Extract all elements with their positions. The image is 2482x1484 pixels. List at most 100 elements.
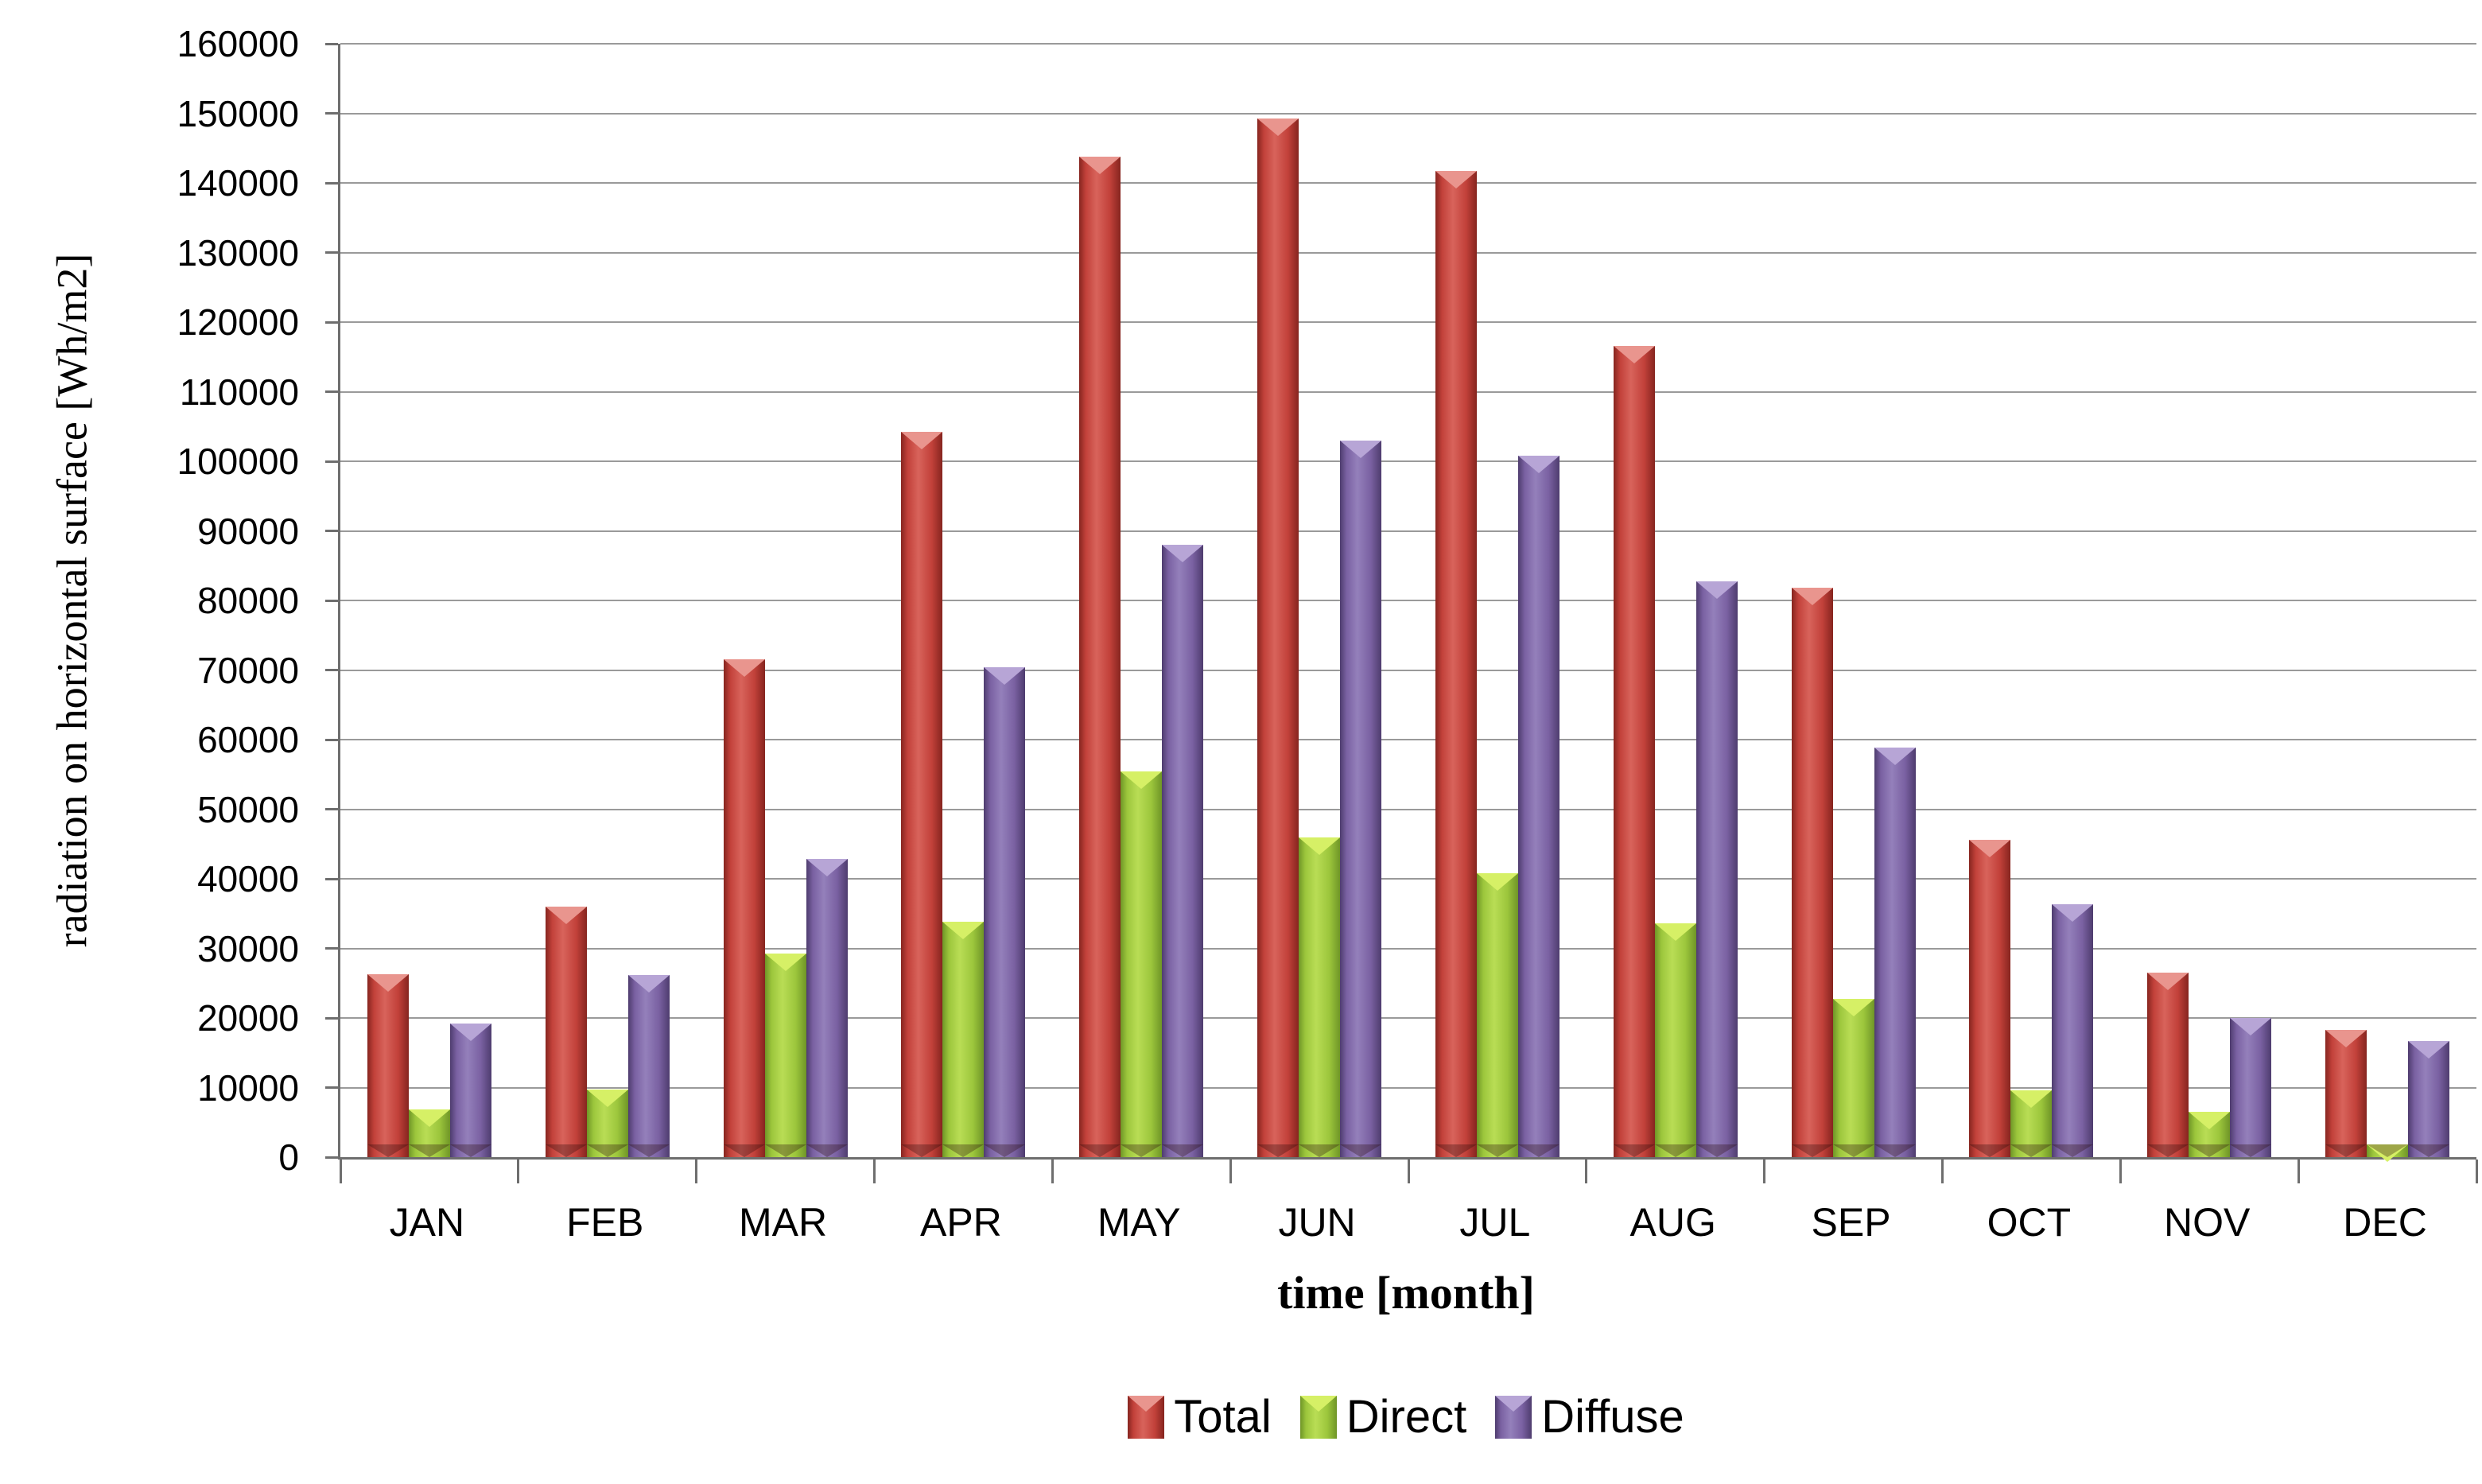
bar-diffuse-apr	[984, 667, 1026, 1157]
bar-direct-aug	[1654, 923, 1696, 1157]
x-tick-label-mar: MAR	[739, 1200, 828, 1245]
bar-group-jun	[1230, 44, 1408, 1158]
bar-total-dec	[2325, 1029, 2367, 1158]
y-tick-mark	[325, 947, 338, 950]
bar-total-jul	[1435, 171, 1477, 1157]
x-axis-tick-labels: JAN FEB MAR APR MAY JUN JUL AUG SEP OCT NOV DEC	[338, 1199, 2474, 1245]
x-tick-mark	[1763, 1160, 1766, 1183]
y-tick-label: 10000	[197, 1066, 299, 1109]
x-tick-mark	[1407, 1160, 1410, 1183]
x-tick-label-sep: SEP	[1811, 1200, 1891, 1245]
legend-swatch-diffuse-icon	[1495, 1395, 1532, 1439]
bar-total-mar	[723, 658, 765, 1157]
x-tick-mark	[873, 1160, 876, 1183]
bar-group-may	[1052, 44, 1230, 1158]
bar-total-jan	[367, 973, 409, 1158]
x-tick-mark	[1229, 1160, 1232, 1183]
bar-direct-sep	[1832, 999, 1874, 1157]
x-tick-label-jun: JUN	[1278, 1200, 1356, 1245]
bar-direct-apr	[942, 922, 985, 1157]
legend-item-total: Total	[1128, 1390, 1272, 1443]
bar-group-aug	[1587, 44, 1765, 1158]
bar-diffuse-dec	[2408, 1040, 2450, 1158]
gridline	[340, 1086, 2476, 1089]
x-tick-label-nov: NOV	[2164, 1200, 2251, 1245]
y-tick-mark	[325, 1156, 338, 1159]
bar-diffuse-nov	[2230, 1018, 2272, 1157]
y-tick-label: 150000	[177, 92, 300, 134]
y-tick-label: 120000	[177, 301, 300, 343]
gridline	[340, 251, 2476, 254]
bar-group-sep	[1765, 44, 1943, 1158]
y-tick-label: 40000	[197, 858, 299, 899]
bar-total-nov	[2147, 973, 2189, 1157]
bar-group-jul	[1408, 44, 1587, 1157]
x-tick-mark	[1585, 1160, 1588, 1183]
x-tick-label-may: MAY	[1097, 1200, 1181, 1245]
y-tick-mark	[325, 877, 338, 880]
y-tick-label: 50000	[197, 788, 299, 830]
bar-group-mar	[697, 44, 875, 1158]
y-tick-mark	[325, 320, 338, 324]
bar-group-apr	[875, 44, 1053, 1157]
x-tick-label-dec: DEC	[2343, 1200, 2427, 1245]
x-tick-label-apr: APR	[919, 1200, 1002, 1245]
gridline	[340, 947, 2476, 950]
bar-direct-mar	[764, 953, 806, 1158]
y-tick-label: 90000	[197, 510, 299, 552]
bar-group-feb	[519, 44, 697, 1158]
x-tick-mark	[2475, 1160, 2478, 1183]
bar-total-sep	[1791, 588, 1833, 1157]
x-tick-mark	[695, 1160, 698, 1183]
bar-diffuse-jun	[1340, 440, 1382, 1158]
legend-item-diffuse: Diffuse	[1495, 1390, 1684, 1443]
gridline	[340, 460, 2476, 462]
bar-direct-jun	[1299, 837, 1341, 1157]
x-tick-mark	[2119, 1160, 2122, 1183]
y-tick-label: 100000	[177, 441, 300, 482]
x-tick-label-jan: JAN	[389, 1200, 465, 1245]
x-tick-label-oct: OCT	[1987, 1200, 2072, 1245]
gridline	[340, 390, 2476, 393]
bar-direct-jan	[408, 1109, 450, 1158]
legend-label-diffuse: Diffuse	[1541, 1391, 1684, 1443]
y-tick-label: 60000	[197, 719, 299, 760]
y-tick-mark	[325, 181, 338, 185]
bar-total-apr	[901, 432, 943, 1157]
y-axis-tick-labels: 0 10000 20000 30000 40000 50000 60000 70000 8000…	[0, 23, 312, 1178]
bar-total-feb	[545, 907, 587, 1157]
bar-direct-oct	[2010, 1090, 2053, 1157]
bar-total-oct	[1969, 840, 2011, 1157]
y-tick-label: 20000	[197, 997, 299, 1039]
legend-swatch-direct-icon	[1299, 1395, 1337, 1439]
x-tick-label-aug: AUG	[1629, 1200, 1716, 1245]
gridline	[340, 739, 2476, 740]
bar-group-nov	[2120, 44, 2298, 1157]
bar-direct-dec	[2367, 1144, 2409, 1162]
x-tick-mark	[1941, 1160, 1944, 1183]
gridline	[340, 808, 2476, 810]
x-tick-label-jul: JUL	[1459, 1200, 1531, 1245]
bar-direct-jul	[1476, 873, 1518, 1157]
y-tick-label: 30000	[197, 927, 299, 969]
gridline	[340, 530, 2476, 532]
bar-diffuse-aug	[1695, 581, 1738, 1157]
legend-swatch-total-icon	[1128, 1395, 1165, 1439]
y-tick-mark	[325, 460, 338, 463]
gridline	[340, 878, 2476, 880]
bar-total-aug	[1613, 345, 1655, 1158]
bar-diffuse-feb	[627, 974, 670, 1158]
bar-direct-nov	[2189, 1112, 2231, 1157]
y-tick-mark	[325, 112, 338, 115]
y-tick-label: 160000	[177, 23, 300, 64]
x-tick-mark	[2297, 1160, 2300, 1183]
gridline	[340, 1017, 2476, 1019]
bar-direct-feb	[586, 1090, 628, 1157]
gridline	[340, 669, 2476, 671]
gridline	[340, 112, 2476, 115]
legend-item-direct: Direct	[1299, 1390, 1466, 1443]
y-tick-label: 140000	[177, 162, 300, 204]
bar-diffuse-oct	[2052, 904, 2094, 1157]
y-tick-mark	[325, 738, 338, 741]
y-tick-mark	[325, 1086, 338, 1089]
